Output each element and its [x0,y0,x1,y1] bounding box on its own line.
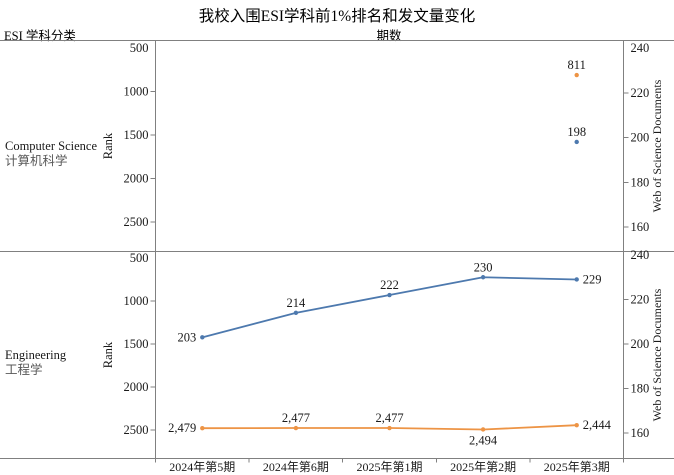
right-axis-tick-label: 240 [631,248,650,262]
chart-title: 我校入围ESI学科前1%排名和发文量变化 [198,8,476,25]
data-point-rank [480,427,486,432]
left-axis-title: Rank [101,341,115,368]
left-axis-tick-label: 1500 [124,337,149,351]
x-axis-category-label: 2025年第1期 [356,460,422,474]
subject-label-en: Engineering [5,348,67,362]
data-point-rank [200,425,205,431]
left-axis-title: Rank [101,132,115,159]
x-axis-category-label: 2024年第6期 [263,460,329,474]
left-axis-tick-label: 1000 [124,294,149,308]
left-axis-tick-label: 2500 [124,423,149,437]
right-axis-tick-label: 200 [631,337,650,351]
data-point-rank [574,422,579,428]
right-axis-tick-label: 220 [631,86,650,100]
left-axis-tick-label: 500 [130,251,149,265]
data-point-label: 214 [287,296,307,310]
data-point-label: 2,494 [469,433,498,447]
left-axis-tick-label: 2500 [124,215,149,229]
data-point-rank [387,425,392,431]
right-axis-tick-label: 220 [631,293,650,307]
data-point-documents [387,292,392,298]
data-point-label: 2,444 [583,418,612,432]
data-point-documents [574,277,579,282]
data-point-documents [293,310,299,316]
data-point-label: 229 [583,272,602,286]
data-point-label: 230 [474,260,493,274]
data-point-label: 198 [567,125,586,139]
left-axis-tick-label: 2000 [124,172,149,186]
right-axis-title: Web of Science Documents [650,288,664,421]
x-axis-category-label: 2025年第3期 [544,460,610,474]
right-axis-tick-label: 240 [631,41,650,55]
subject-label-zh: 计算机科学 [5,153,68,168]
subject-label-en: Computer Science [5,139,97,153]
x-axis-category-label: 2025年第2期 [450,460,516,474]
data-point-documents [480,275,486,280]
right-axis-tick-label: 180 [631,175,650,189]
right-axis-title: Web of Science Documents [650,79,664,212]
right-axis-tick-label: 160 [631,426,650,440]
left-axis-tick-label: 1500 [124,128,149,142]
x-axis-category-label: 2024年第5期 [169,460,235,474]
right-axis-tick-label: 200 [631,131,650,145]
left-axis-tick-label: 500 [130,41,149,55]
data-point-documents [200,335,205,340]
data-point-label: 2,477 [282,411,310,425]
right-axis-tick-label: 180 [631,382,650,396]
data-point-rank [574,72,579,78]
right-axis-tick-label: 160 [631,220,650,234]
data-point-label: 2,477 [375,411,403,425]
left-axis-tick-label: 2000 [124,380,149,394]
header-issue-number-label: 期数 [376,29,402,43]
data-point-label: 811 [568,58,586,72]
header-esi-category-label: ESI 学科分类 [4,29,76,43]
data-point-label: 203 [178,330,197,344]
subject-label-zh: 工程学 [5,362,43,377]
data-point-label: 222 [380,278,399,292]
data-point-rank [293,425,299,431]
data-point-documents [574,139,579,145]
data-point-label: 2,479 [168,421,196,435]
left-axis-tick-label: 1000 [124,85,149,99]
